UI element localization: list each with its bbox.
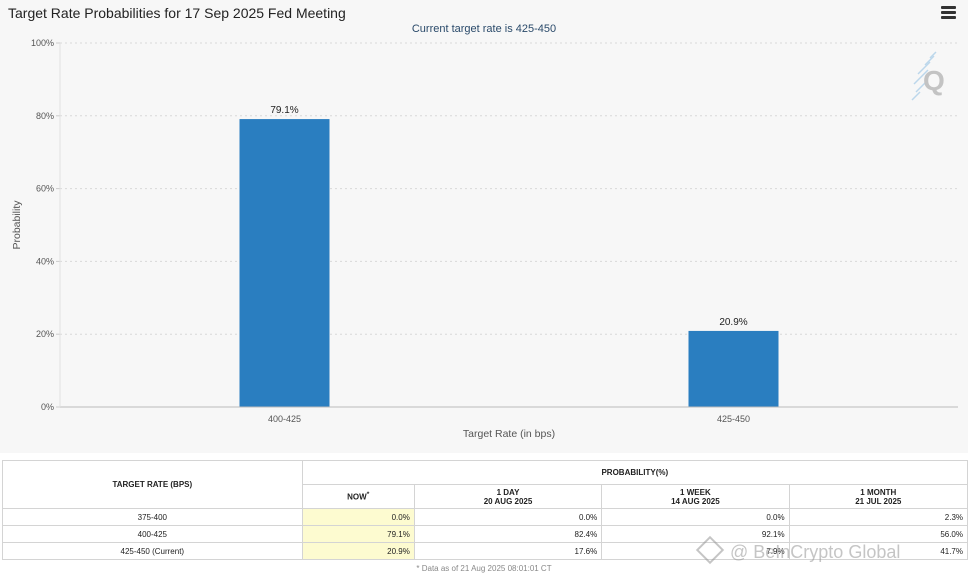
chart-panel [0,0,968,453]
cell-1-month: 2.3% [788,508,969,526]
col-header-target-rate: TARGET RATE (BPS) [2,460,303,509]
x-tick-label: 400-425 [268,414,301,424]
x-axis-labels: 400-425 425-450 [268,414,750,424]
cell-1-week: 7.9% [601,542,790,560]
cell-1-day: 17.6% [413,542,603,560]
col-header-1-day: 1 DAY 20 AUG 2025 [413,484,603,509]
svg-text:Q: Q [923,65,945,96]
y-tick-label: 0% [41,402,54,412]
y-axis-title: Probability [11,200,23,250]
col-header-probability: PROBABILITY(%) [301,460,969,485]
chart-subtitle: Current target rate is 425-450 [411,23,557,35]
table-row: 425-450 (Current) 20.9% 17.6% 7.9% 41.7% [2,542,969,560]
bar-chart: 0% 20% 40% 60% 80% 100% 79.1% 20.9% 400-425 425… [11,38,958,440]
y-tick-label: 60% [36,184,54,194]
chart-gridlines [60,42,958,335]
row-rate: 425-450 (Current) [2,542,303,560]
q-logo-icon: Q [911,51,945,101]
beincrypto-logo-icon [695,535,725,565]
bar-400-425[interactable] [239,119,330,408]
cell-now: 79.1% [301,525,415,543]
col-header-1-week: 1 WEEK 14 AUG 2025 [601,484,790,509]
row-rate: 375-400 [2,508,303,526]
y-tick-label: 100% [31,38,54,48]
cell-now: 20.9% [301,542,415,560]
y-axis-ticks: 0% 20% 40% 60% 80% 100% [31,38,60,412]
cell-1-month: 41.7% [788,542,969,560]
x-tick-label: 425-450 [717,414,750,424]
col-header-now: NOW* [301,484,415,509]
chart-title: Target Rate Probabilities for 17 Sep 202… [8,5,346,21]
y-tick-label: 40% [36,256,54,266]
chart-bars: 79.1% 20.9% [239,105,779,408]
table-row: 375-400 0.0% 0.0% 0.0% 2.3% [2,508,969,526]
data-footnote: * Data as of 21 Aug 2025 08:01:01 CT [416,564,552,573]
cell-now: 0.0% [301,508,415,526]
cell-1-day: 82.4% [413,525,603,543]
watermark: @ BeInCrypto Global [695,535,900,565]
hamburger-menu-icon[interactable] [941,6,956,20]
cell-1-day: 0.0% [413,508,603,526]
y-tick-label: 80% [36,111,54,121]
cell-1-week: 0.0% [601,508,790,526]
col-header-1-month: 1 MONTH 21 JUL 2025 [788,484,969,509]
data-label: 20.9% [719,317,747,328]
data-label: 79.1% [270,105,298,116]
row-rate: 400-425 [2,525,303,543]
table-row: 400-425 79.1% 82.4% 92.1% 56.0% [2,525,969,543]
bar-425-450[interactable] [688,330,779,407]
y-tick-label: 20% [36,329,54,339]
probability-table: TARGET RATE (BPS) PROBABILITY(%) NOW* 1 … [2,460,969,560]
x-axis-title: Target Rate (in bps) [463,428,555,440]
